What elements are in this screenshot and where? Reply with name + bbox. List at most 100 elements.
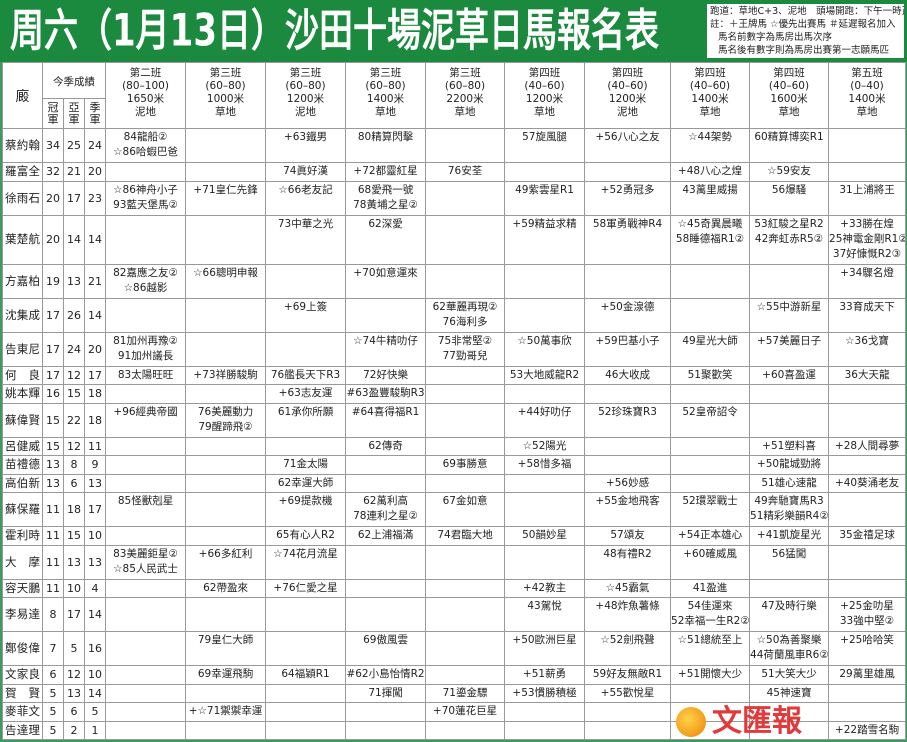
race-cell: 56猛闖 [749, 544, 830, 580]
race-cell [670, 720, 751, 740]
stat-cell: 12 [63, 365, 85, 385]
race-cell [185, 597, 267, 632]
table-row: 苗禮德 13 8 9 71金太陽 69事勝意 +58惜多福 +50龍城勁將 [2, 455, 907, 475]
race-cell: 62華麗再現② 76海利多 [425, 297, 506, 333]
horse-entry: 73中華之光 [277, 217, 334, 230]
race-cell: +34驟名燈 [828, 263, 907, 299]
race-cell [265, 263, 347, 299]
race-cell [425, 436, 506, 456]
race-cell: 58軍勇戰神R4 [584, 214, 672, 265]
horse-entry: 69事勝意 [442, 458, 488, 470]
race-cell: 57旋風腿 [504, 128, 586, 163]
horse-entry: 62幸運大師 [277, 476, 334, 489]
horse-entry: 75非常堅② [437, 334, 493, 347]
race-header-line: 草地 [215, 106, 237, 118]
stat-cell: 32 [42, 162, 64, 182]
race-cell [265, 597, 347, 632]
race-cell [425, 402, 506, 438]
stat-cell: 13 [83, 544, 107, 580]
stat-cell: 5 [63, 631, 85, 666]
horse-entry: +66多紅利 [198, 547, 253, 560]
jockey-name: 告東尼 [2, 331, 43, 367]
horse-entry: 93藍天堡馬② [113, 198, 178, 211]
stat-cell: 20 [83, 162, 107, 182]
race-cell: #64喜得福R1 [345, 402, 427, 438]
race-cell: 36大天龍 [828, 365, 907, 385]
horse-entry: 47及時行樂 [761, 600, 817, 612]
stat-cell: 11 [42, 578, 64, 598]
race-cell [185, 214, 267, 265]
horse-entry: +52勇冠多 [600, 183, 655, 196]
horse-entry: ☆51總統至上 [677, 634, 743, 646]
horse-entry: 51大笑大少 [761, 668, 817, 680]
race-cell: ☆44架勢 [670, 128, 751, 163]
race-cell [828, 455, 907, 475]
race-cell: 52環翠戰士 [670, 492, 751, 527]
stat-cell: 17 [63, 180, 85, 216]
race-cell: +51薪勇 [504, 665, 586, 685]
race-cell [185, 455, 267, 475]
race-cell [185, 162, 267, 182]
race-cell: 85怪獸剋星 [105, 492, 187, 527]
horse-entry: 43駕悅 [527, 600, 562, 612]
race-header-6: 第四班 (40–60) 1200米 草地 [504, 62, 586, 129]
race-cell: 62上浦福滿 [345, 526, 427, 546]
race-cell [345, 455, 427, 475]
stat-cell: 1 [83, 720, 107, 740]
race-header-line: 第二班 [129, 67, 162, 79]
horse-entry: 67金如意 [442, 495, 488, 507]
race-cell: 68愛飛一號 78黃埔之星② [345, 180, 427, 216]
race-header-line: 1650米 [126, 93, 165, 105]
race-cell [425, 544, 506, 580]
table-row: 麥菲文 5 6 5 +☆71禦禦幸運 +70蓮花巨星 [2, 702, 907, 722]
race-cell: 76艦長天下R3 [265, 365, 347, 385]
horse-entry: +22踏雪名駒 [834, 723, 900, 736]
race-cell [828, 492, 907, 527]
race-header-line: (0–40) [850, 80, 884, 92]
race-header-line: 泥地 [617, 106, 639, 118]
jockey-name: 文家良 [2, 665, 43, 685]
horse-entry: 61承你所願 [277, 405, 334, 418]
horse-entry: ☆74牛精叻仔 [353, 334, 418, 347]
stat-cell: 18 [63, 492, 85, 527]
race-cell: 64福穎R1 [265, 665, 347, 685]
horse-entry: 84龍船② [123, 131, 168, 143]
race-cell: #62小島怡情R2 [345, 665, 427, 685]
jockey-name: 蔡約翰 [2, 128, 43, 163]
horse-entry: +54正本雄心 [677, 529, 743, 541]
table-row: 姚本輝 16 15 18 +63志友運 #63盈豐駿駒R3 [2, 384, 907, 404]
table-row: 賀 賢 5 13 14 71揮闖 71鎏金驃 +53慣勝積極 +55歡悅星 45神速寶 [2, 683, 907, 703]
jockey-name: 容天鵬 [2, 578, 43, 598]
race-cell: +76仁愛之星 [265, 578, 347, 598]
stat-cell: 20 [83, 331, 107, 367]
horse-entry: +50歐洲巨星 [512, 634, 577, 646]
race-cell [425, 180, 506, 216]
horse-entry: +48炸魚薯條 [595, 600, 660, 612]
horse-entry: 62萬利高 [363, 495, 408, 507]
stat-cell: 6 [42, 665, 64, 685]
race-cell: 76安荃 [425, 162, 506, 182]
stat-cell: 15 [42, 402, 64, 438]
stat-cell: 17 [42, 297, 64, 333]
race-cell: +59巴基小子 [584, 331, 672, 367]
race-cell: ☆45霸氣 [584, 578, 672, 598]
race-cell: +60喜盈運 [749, 365, 830, 385]
horse-entry: +51開懷大少 [677, 668, 743, 680]
race-header-line: (80–100) [122, 80, 169, 92]
horse-entry: 54佳運來 [687, 600, 733, 612]
jockey-name: 羅富全 [2, 162, 43, 182]
race-header-5: 第三班 (60–80) 2200米 草地 [425, 62, 506, 129]
horse-entry: +58惜多福 [517, 458, 572, 470]
stat-cell: 34 [42, 128, 64, 163]
race-cell [105, 162, 187, 182]
race-cell [105, 297, 187, 333]
horse-entry: +25金叻星 [840, 600, 894, 612]
race-cell [105, 720, 187, 740]
table-row: 方嘉柏 19 13 21 82嘉應之友② ☆86越影 ☆66聰明申報 +70如意運來 +34驟名… [2, 263, 907, 299]
horse-entry: 71鎏金驃 [442, 686, 488, 699]
jockey-name: 高伯新 [2, 473, 43, 493]
horse-entry: +48八心之煌 [677, 165, 743, 177]
horse-entry: 48有禮R2 [603, 547, 652, 560]
stat-cell: 20 [42, 180, 64, 216]
race-cell [670, 384, 751, 404]
